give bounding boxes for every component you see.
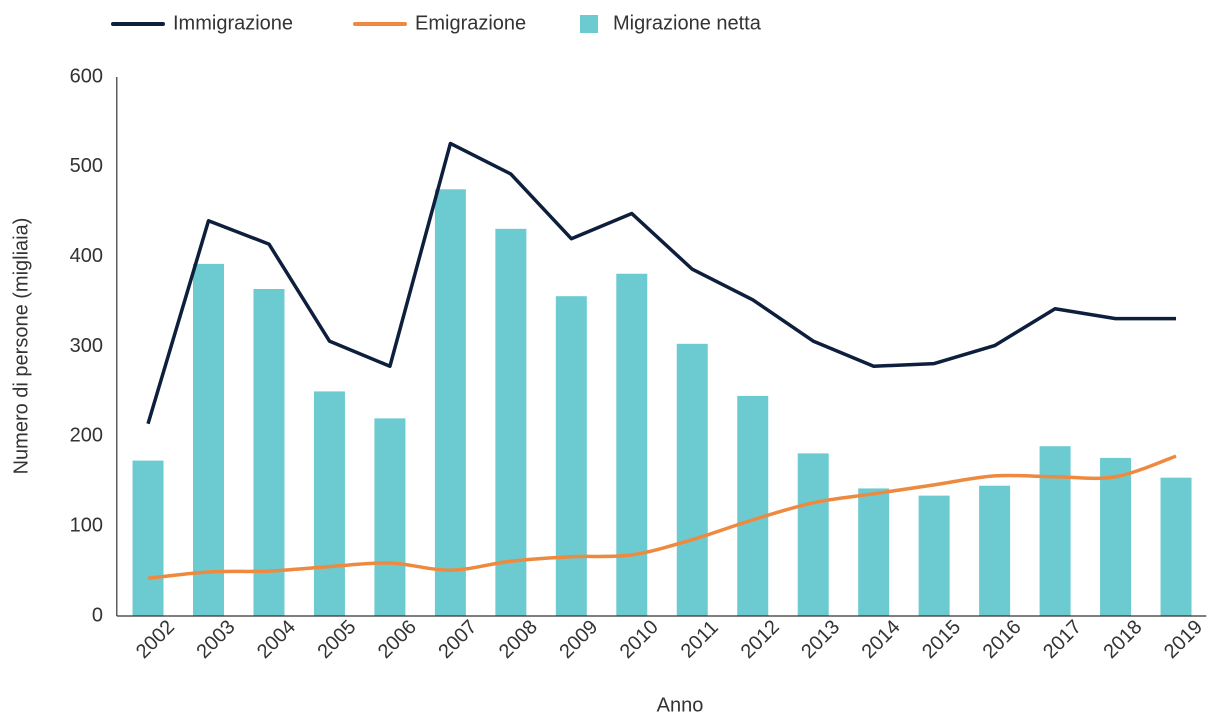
y-tick-label: 0: [92, 604, 103, 626]
bar: [374, 418, 406, 616]
legend-swatch: [580, 15, 598, 33]
bar: [555, 296, 587, 616]
bar: [1100, 457, 1132, 616]
bar: [495, 228, 527, 616]
legend-label: Immigrazione: [173, 12, 293, 34]
bar: [616, 273, 648, 616]
x-tick-label: 2006: [374, 616, 421, 663]
x-tick-label: 2007: [434, 616, 481, 663]
y-tick-label: 100: [70, 514, 103, 536]
y-tick-label: 500: [70, 155, 103, 177]
x-tick-label: 2005: [313, 616, 360, 663]
x-tick-label: 2014: [858, 616, 905, 663]
bar: [797, 453, 829, 616]
bar: [737, 395, 769, 616]
bar: [193, 263, 225, 616]
bar: [979, 485, 1011, 616]
x-tick-label: 2016: [979, 616, 1026, 663]
legend-label: Migrazione netta: [613, 12, 762, 34]
bar: [918, 495, 950, 616]
x-tick-label: 2002: [132, 616, 179, 663]
y-axis-label: Numero di persone (migliaia): [10, 218, 32, 475]
y-tick-label: 200: [70, 425, 103, 447]
legend-label: Emigrazione: [415, 12, 526, 34]
bar: [676, 343, 708, 616]
y-tick-label: 300: [70, 335, 103, 357]
x-axis-label: Anno: [657, 694, 704, 716]
x-tick-label: 2015: [918, 616, 965, 663]
x-tick-label: 2018: [1100, 616, 1147, 663]
bar: [313, 391, 345, 616]
x-tick-label: 2004: [253, 616, 300, 663]
x-tick-label: 2013: [797, 616, 844, 663]
x-tick-label: 2011: [677, 617, 723, 663]
bar: [858, 488, 890, 616]
bar: [253, 289, 285, 616]
line: [146, 141, 1177, 425]
bar: [1160, 477, 1192, 616]
x-tick-label: 2019: [1160, 616, 1207, 663]
line: [147, 454, 1177, 581]
x-tick-label: 2008: [495, 616, 542, 663]
y-tick-label: 400: [70, 245, 103, 267]
bar: [434, 189, 466, 616]
x-tick-label: 2012: [737, 616, 784, 663]
bar: [1039, 446, 1071, 616]
bar: [132, 460, 164, 616]
x-tick-label: 2009: [555, 616, 602, 663]
y-tick-label: 600: [70, 65, 103, 87]
x-tick-label: 2003: [192, 616, 239, 663]
x-tick-label: 2017: [1039, 616, 1086, 663]
x-tick-label: 2010: [616, 616, 663, 663]
